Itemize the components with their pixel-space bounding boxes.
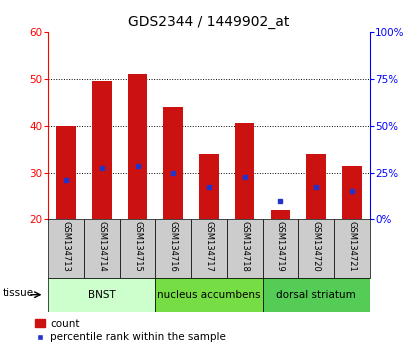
Bar [92,81,112,219]
Text: tissue: tissue [3,288,34,298]
Text: GSM134714: GSM134714 [97,221,106,272]
Text: nucleus accumbens: nucleus accumbens [157,290,261,300]
Text: GSM134715: GSM134715 [133,221,142,272]
Bar [306,154,326,219]
Text: GSM134720: GSM134720 [312,221,320,272]
Bar [48,219,84,278]
Bar [199,154,219,219]
Text: GSM134716: GSM134716 [169,221,178,272]
Bar [227,219,262,278]
Bar [298,219,334,278]
Bar [155,278,262,312]
Text: GSM134721: GSM134721 [347,221,356,272]
Text: GSM134717: GSM134717 [205,221,213,272]
Bar [262,278,370,312]
Bar [128,74,147,219]
Title: GDS2344 / 1449902_at: GDS2344 / 1449902_at [128,16,290,29]
Bar [191,219,227,278]
Text: BNST: BNST [88,290,116,300]
Bar [155,219,191,278]
Bar [262,219,298,278]
Text: dorsal striatum: dorsal striatum [276,290,356,300]
Bar [84,219,120,278]
Text: GSM134718: GSM134718 [240,221,249,272]
Text: GSM134713: GSM134713 [62,221,71,272]
Legend: count, percentile rank within the sample: count, percentile rank within the sample [32,317,228,344]
Bar [342,166,362,219]
Bar [48,278,155,312]
Bar [270,210,290,219]
Bar [56,126,76,219]
Bar [334,219,370,278]
Bar [235,123,255,219]
Text: GSM134719: GSM134719 [276,221,285,272]
Bar [120,219,155,278]
Bar [163,107,183,219]
